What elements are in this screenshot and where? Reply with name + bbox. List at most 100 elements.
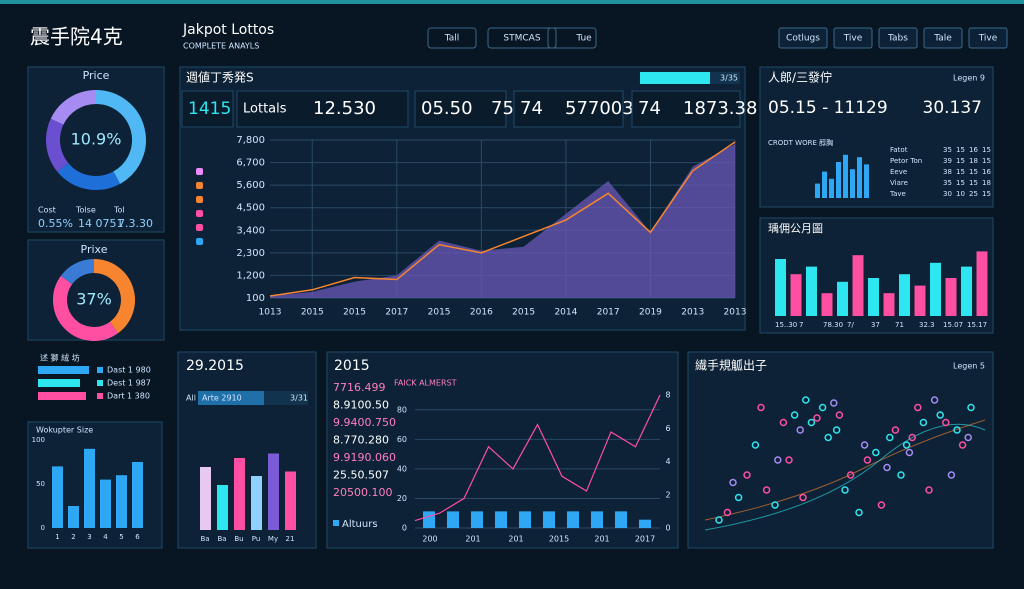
bar bbox=[52, 466, 63, 528]
x-tick-label: 37 bbox=[871, 321, 880, 329]
scatter-point bbox=[883, 463, 891, 472]
stat-value: 0.55% bbox=[38, 217, 73, 230]
y2-tick-label: 0 bbox=[665, 524, 670, 533]
stat-label: Tol bbox=[113, 206, 125, 215]
bar bbox=[423, 511, 435, 528]
bar bbox=[268, 453, 279, 530]
scatter-point bbox=[743, 471, 751, 479]
stat-box bbox=[414, 90, 507, 128]
y-tick-label: 5,600 bbox=[236, 180, 265, 191]
scatter-point bbox=[734, 493, 743, 502]
panel-title: 瑀佣公月圖 bbox=[768, 222, 823, 235]
legend-label: Dart 1 380 bbox=[107, 392, 150, 401]
y-tick-label: 60 bbox=[397, 435, 407, 444]
scatter-point bbox=[762, 486, 771, 494]
bar bbox=[836, 162, 841, 198]
legend: Legen 5 bbox=[953, 362, 985, 371]
bar bbox=[976, 251, 988, 316]
y-tick-label: 100 bbox=[246, 293, 265, 304]
button-label: Tabs bbox=[887, 34, 908, 44]
scatter-point bbox=[835, 411, 844, 419]
x-tick-label: 4 bbox=[103, 533, 108, 541]
y-tick-label: 7,800 bbox=[236, 135, 265, 146]
x-tick-label: 2015 bbox=[343, 308, 366, 318]
panel bbox=[27, 239, 165, 341]
scatter-point bbox=[891, 426, 900, 434]
button[interactable] bbox=[968, 27, 1008, 49]
x-tick-label: 1013 bbox=[259, 308, 282, 318]
bar bbox=[868, 278, 879, 316]
x-tick-label: 2 bbox=[71, 533, 75, 541]
x-tick-label: 3 bbox=[87, 533, 91, 541]
tab[interactable] bbox=[487, 27, 557, 49]
scatter-point bbox=[958, 441, 967, 449]
table-cell: Tave bbox=[889, 190, 906, 198]
area bbox=[270, 144, 735, 298]
panel-title: 人郎/三發佇 bbox=[768, 70, 832, 85]
legend-swatch bbox=[196, 210, 203, 217]
x-tick-label: 5 bbox=[119, 533, 123, 541]
bar bbox=[285, 471, 296, 530]
x-tick-label: 1 bbox=[55, 533, 59, 541]
bar bbox=[567, 511, 579, 528]
y-tick-label: 20 bbox=[397, 494, 407, 503]
bar bbox=[850, 169, 855, 198]
bar bbox=[132, 462, 143, 528]
tab[interactable] bbox=[427, 27, 477, 49]
y-tick-label: 40 bbox=[397, 464, 407, 473]
stat-box bbox=[181, 90, 234, 128]
scatter-point bbox=[860, 441, 869, 449]
donut-segment bbox=[50, 90, 97, 126]
x-tick-label: 2015 bbox=[301, 308, 324, 318]
x-tick-label: 7 bbox=[799, 321, 803, 329]
button-label: Tale bbox=[933, 34, 952, 44]
scatter-point bbox=[832, 426, 841, 434]
tab[interactable] bbox=[547, 27, 597, 49]
scatter-point bbox=[830, 399, 838, 407]
stat-value: Lottals bbox=[243, 102, 287, 117]
scatter-point bbox=[964, 433, 972, 442]
bar bbox=[251, 476, 262, 530]
button[interactable] bbox=[833, 27, 873, 49]
progress-label: Arte 2910 bbox=[202, 394, 242, 403]
table-cell: 39 bbox=[943, 157, 952, 165]
table-cell: 35 bbox=[943, 146, 952, 154]
progress-fill bbox=[640, 72, 710, 84]
table-cell: 30 bbox=[943, 190, 952, 198]
x-tick-label: My bbox=[268, 535, 278, 543]
button[interactable] bbox=[878, 27, 918, 49]
x-tick-label: Pu bbox=[252, 535, 261, 543]
scatter-point bbox=[953, 426, 961, 434]
list-item: 9.9190.060 bbox=[333, 451, 396, 464]
button[interactable] bbox=[923, 27, 963, 49]
y-tick-label: 4,500 bbox=[236, 203, 265, 214]
donut-segment bbox=[60, 259, 95, 285]
bar bbox=[447, 511, 459, 528]
bar bbox=[806, 266, 817, 316]
panel bbox=[687, 351, 994, 549]
bar bbox=[68, 506, 79, 528]
x-tick-label: 15..30 bbox=[775, 321, 797, 329]
table-cell: 35 bbox=[943, 179, 952, 187]
legend-swatch bbox=[196, 224, 203, 231]
bar bbox=[961, 266, 972, 316]
x-tick-label: 2015 bbox=[549, 535, 569, 544]
button[interactable] bbox=[778, 27, 828, 49]
top-glow bbox=[0, 0, 1024, 4]
legend-swatch bbox=[97, 367, 103, 373]
x-tick-label: 201 bbox=[465, 535, 480, 544]
button-label: Tive bbox=[978, 34, 998, 44]
legend-label: Dast 1 980 bbox=[107, 366, 151, 375]
scatter-point bbox=[774, 456, 782, 464]
stat-label: Tolse bbox=[75, 206, 96, 215]
legend-swatch bbox=[196, 182, 203, 189]
x-tick-label: Bu bbox=[234, 535, 243, 543]
table-cell: 15 bbox=[982, 190, 991, 198]
scatter-point bbox=[790, 411, 799, 419]
scatter-point bbox=[715, 516, 723, 524]
y-tick-label: 1,200 bbox=[236, 270, 265, 281]
legend-swatch bbox=[97, 380, 103, 386]
stat-box bbox=[513, 90, 624, 128]
stat-label: Cost bbox=[38, 206, 56, 215]
x-tick-label: 32.3 bbox=[919, 321, 935, 329]
